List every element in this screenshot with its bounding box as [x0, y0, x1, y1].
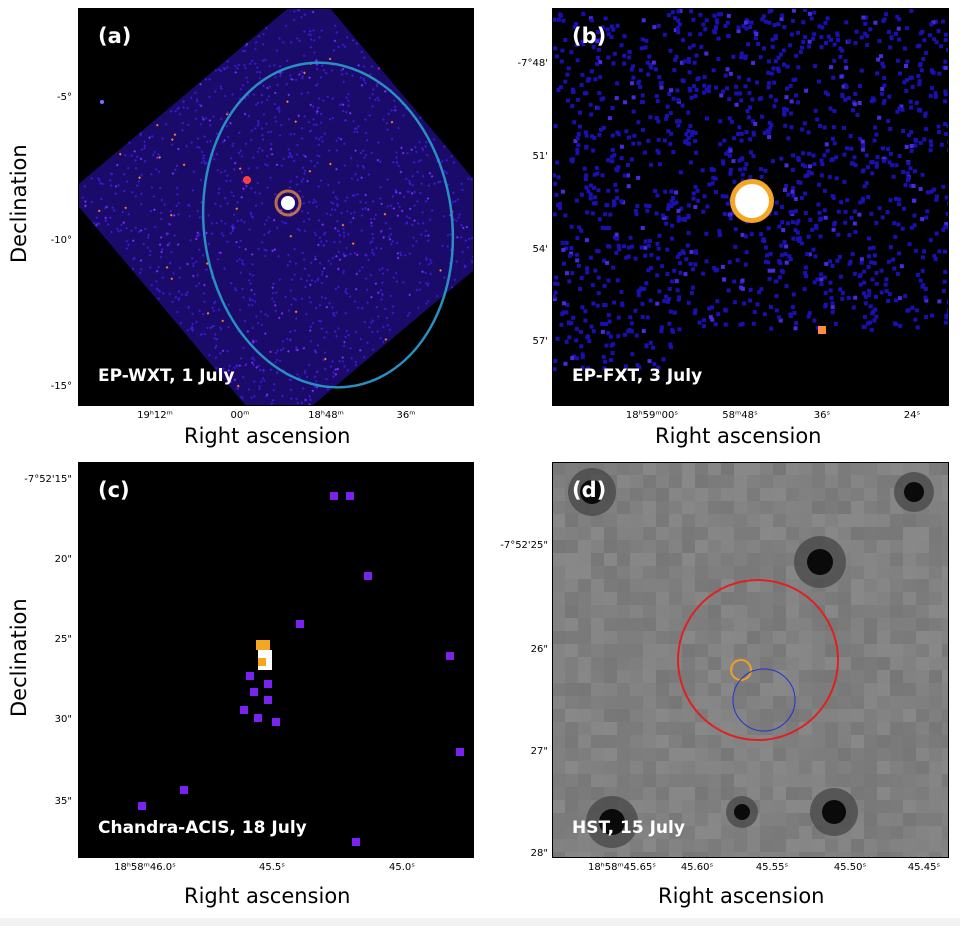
- y-axis-label: Declination: [7, 598, 31, 717]
- panel-d-hst-image: (d) HST, 15 July: [552, 462, 949, 858]
- wxt-image: [78, 8, 474, 406]
- y-axis-label: Declination: [7, 144, 31, 263]
- x-axis-label: Right ascension: [184, 884, 351, 908]
- x-axis-label: Right ascension: [658, 884, 825, 908]
- y-tick: 28": [530, 848, 548, 859]
- x-axis-label: Right ascension: [184, 424, 351, 448]
- x-tick: 36ˢ: [813, 410, 831, 421]
- panel-label: (c): [98, 478, 130, 502]
- y-tick: -10°: [50, 235, 72, 246]
- x-tick: 45.55ˢ: [755, 862, 789, 873]
- x-tick: 45.50ˢ: [833, 862, 867, 873]
- panel-caption: Chandra-ACIS, 18 July: [98, 818, 307, 838]
- y-tick: 57': [532, 336, 548, 347]
- y-tick: 26": [530, 644, 548, 655]
- x-tick: 18ʰ48ᵐ: [308, 410, 344, 421]
- x-tick: 45.5ˢ: [259, 862, 285, 873]
- chandra-image: [138, 492, 464, 846]
- panel-caption: HST, 15 July: [572, 818, 685, 838]
- x-tick: 00ᵐ: [230, 410, 250, 421]
- y-tick: 27": [530, 746, 548, 757]
- x-tick: 45.0ˢ: [389, 862, 415, 873]
- x-axis-label: Right ascension: [655, 424, 822, 448]
- panel-b-fxt-image: (b) EP-FXT, 3 July: [552, 8, 949, 406]
- y-tick: -15°: [50, 381, 72, 392]
- fxt-image: [552, 8, 949, 372]
- panel-caption: EP-FXT, 3 July: [572, 366, 703, 386]
- panel-label: (b): [572, 24, 607, 48]
- x-tick: 18ʰ59ᵐ00ˢ: [625, 410, 679, 421]
- y-tick: 35": [54, 796, 72, 807]
- x-tick: 18ʰ58ᵐ46.0ˢ: [114, 862, 176, 873]
- x-tick: 18ʰ58ᵐ45.65ˢ: [587, 862, 657, 873]
- panel-label: (d): [572, 478, 607, 502]
- window-bottom-bar: [0, 918, 960, 926]
- panel-label: (a): [98, 24, 132, 48]
- y-tick: 51': [532, 151, 548, 162]
- y-tick: 20": [54, 554, 72, 565]
- x-tick: 45.45ˢ: [907, 862, 941, 873]
- x-tick: 58ᵐ48ˢ: [722, 410, 758, 421]
- x-tick: 19ʰ12ᵐ: [137, 410, 173, 421]
- y-tick: -7°52'25": [500, 540, 548, 551]
- panel-c-chandra-image: (c) Chandra-ACIS, 18 July: [78, 462, 474, 858]
- y-tick: 30": [54, 714, 72, 725]
- y-tick: -7°52'15": [24, 474, 72, 485]
- hst-image: [552, 462, 949, 858]
- y-tick: -7°48': [517, 58, 548, 69]
- x-tick: 36ᵐ: [396, 410, 416, 421]
- panel-a-wxt-image: (a) EP-WXT, 1 July: [78, 8, 474, 406]
- x-tick: 45.60ˢ: [680, 862, 714, 873]
- y-tick: -5°: [57, 92, 72, 103]
- y-tick: 25": [54, 634, 72, 645]
- x-tick: 24ˢ: [903, 410, 921, 421]
- y-tick: 54': [532, 244, 548, 255]
- panel-caption: EP-WXT, 1 July: [98, 366, 235, 386]
